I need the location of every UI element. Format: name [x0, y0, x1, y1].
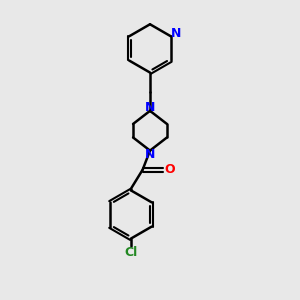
- Text: N: N: [145, 148, 155, 160]
- Text: Cl: Cl: [124, 246, 137, 259]
- Text: N: N: [171, 28, 181, 40]
- Text: O: O: [164, 163, 175, 176]
- Text: N: N: [145, 101, 155, 114]
